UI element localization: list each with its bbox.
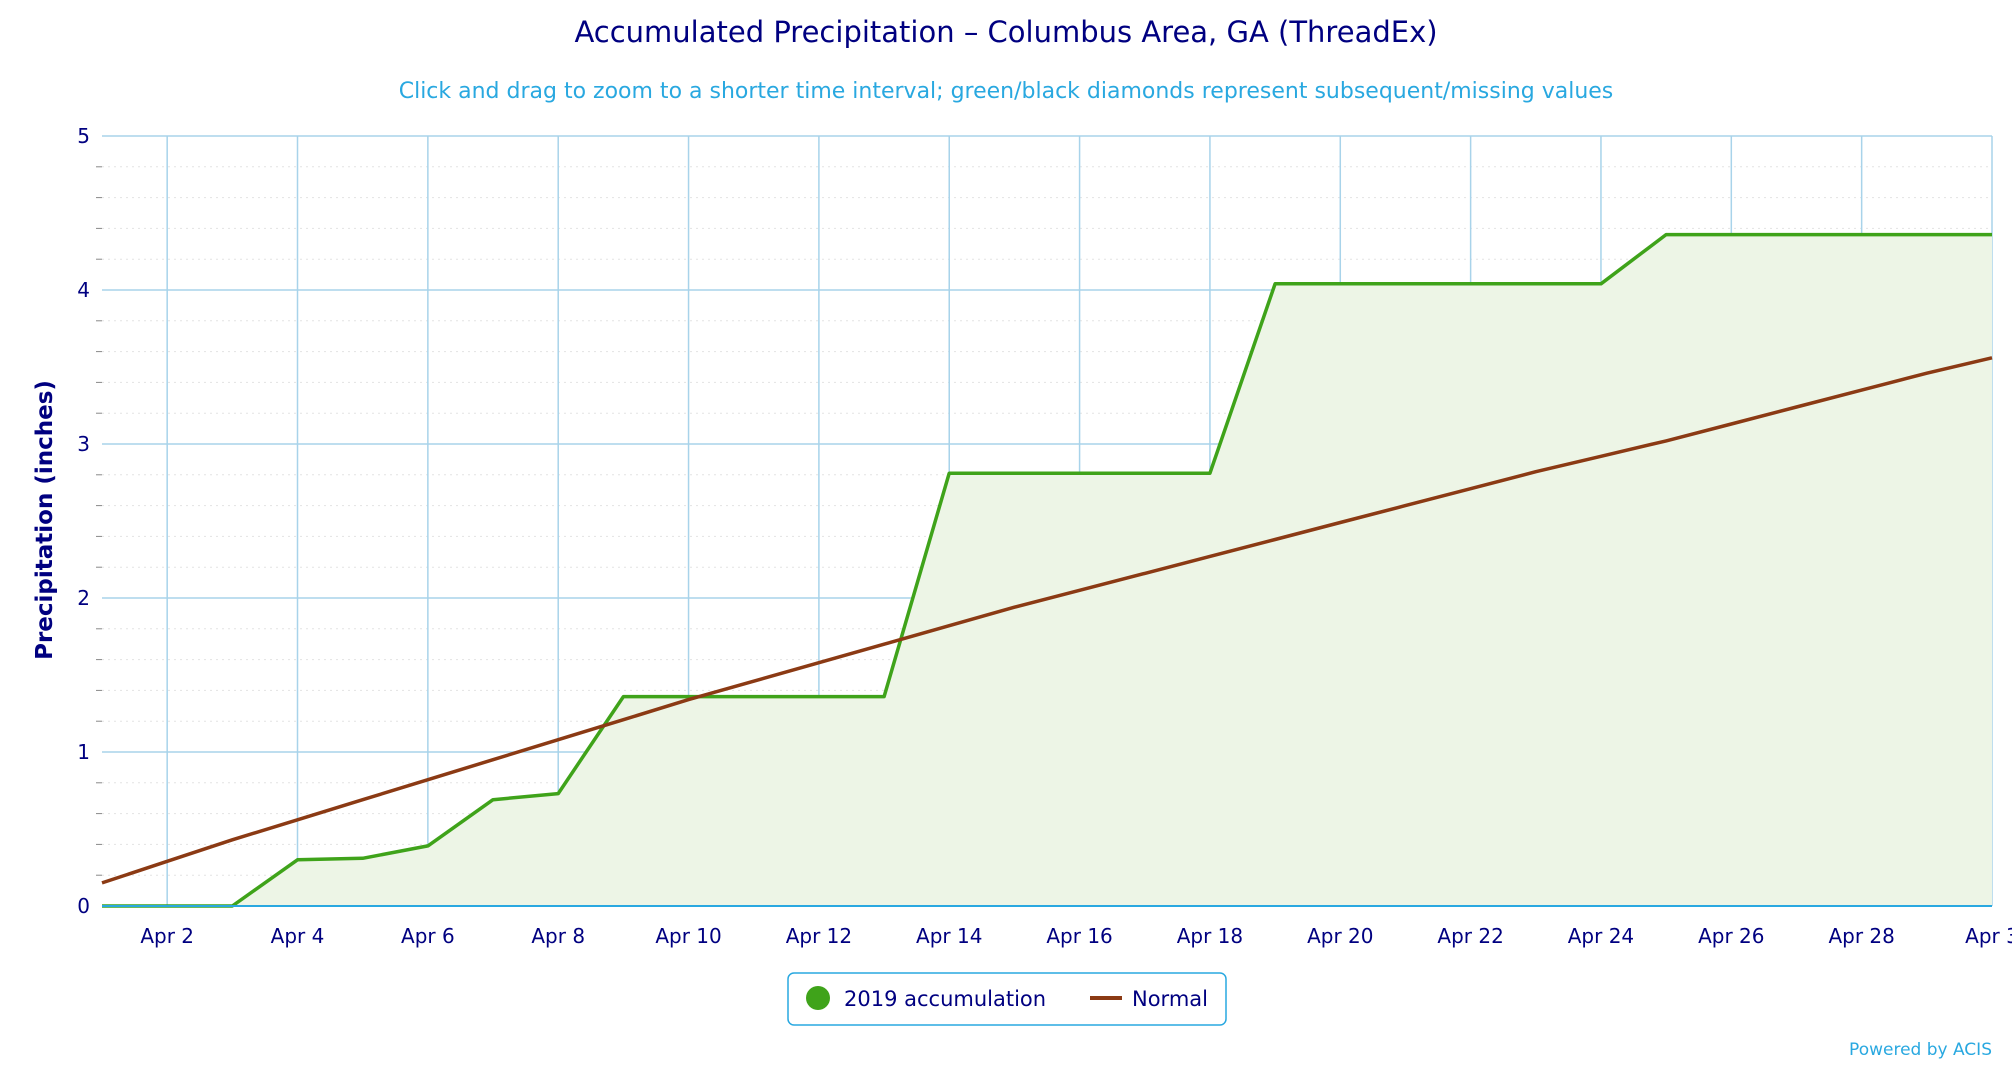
x-tick-label: Apr 28 [1828, 924, 1894, 948]
x-tick-label: Apr 24 [1568, 924, 1634, 948]
x-tick-label: Apr 8 [531, 924, 585, 948]
y-axis-label: Precipitation (inches) [32, 380, 58, 660]
area-layer [102, 234, 1992, 906]
x-tick-label: Apr 12 [786, 924, 852, 948]
x-tick-label: Apr 20 [1307, 924, 1373, 948]
x-tick-label: Apr 22 [1437, 924, 1503, 948]
legend-box [787, 972, 1227, 1026]
x-tick-label: Apr 16 [1046, 924, 1112, 948]
x-tick-label: Apr 6 [401, 924, 455, 948]
chart-title: Accumulated Precipitation – Columbus Are… [574, 15, 1437, 49]
series-line-2019-accumulation[interactable] [102, 232, 1992, 908]
x-tick-label: Apr 18 [1177, 924, 1243, 948]
legend-item-2019[interactable]: 2019 accumulation [806, 986, 1046, 1011]
x-tick-label: Apr 14 [916, 924, 982, 948]
accumulation-area [102, 234, 1992, 906]
credit-link[interactable]: Powered by ACIS [1849, 1040, 1992, 1060]
y-tick-label: 2 [77, 586, 90, 610]
x-tick-label: Apr 10 [655, 924, 721, 948]
chart-subtitle: Click and drag to zoom to a shorter time… [399, 79, 1614, 104]
y-tick-label: 4 [77, 278, 90, 302]
legend-label-normal: Normal [1132, 987, 1208, 1011]
y-tick-label: 0 [77, 894, 90, 918]
x-tick-label: Apr 2 [140, 924, 194, 948]
x-tick-label: Apr 3 [1965, 924, 2012, 948]
series-line-normal[interactable] [101, 356, 1993, 885]
x-tick-label: Apr 4 [271, 924, 325, 948]
axes: 0 1 2 3 4 5 Apr 2 Apr 4 Apr 6 Apr 8 Apr 10 Apr 12 Ap… [77, 124, 2012, 948]
legend-label-2019: 2019 accumulation [844, 987, 1046, 1011]
y-tick-label: 5 [77, 124, 90, 148]
legend-marker-2019-icon [806, 986, 830, 1010]
x-tick-label: Apr 26 [1698, 924, 1764, 948]
legend[interactable]: 2019 accumulation Normal [787, 972, 1227, 1026]
y-tick-label: 1 [77, 740, 90, 764]
y-tick-label: 3 [77, 432, 90, 456]
series-lines [101, 232, 1993, 908]
legend-item-normal[interactable]: Normal [1090, 987, 1208, 1011]
